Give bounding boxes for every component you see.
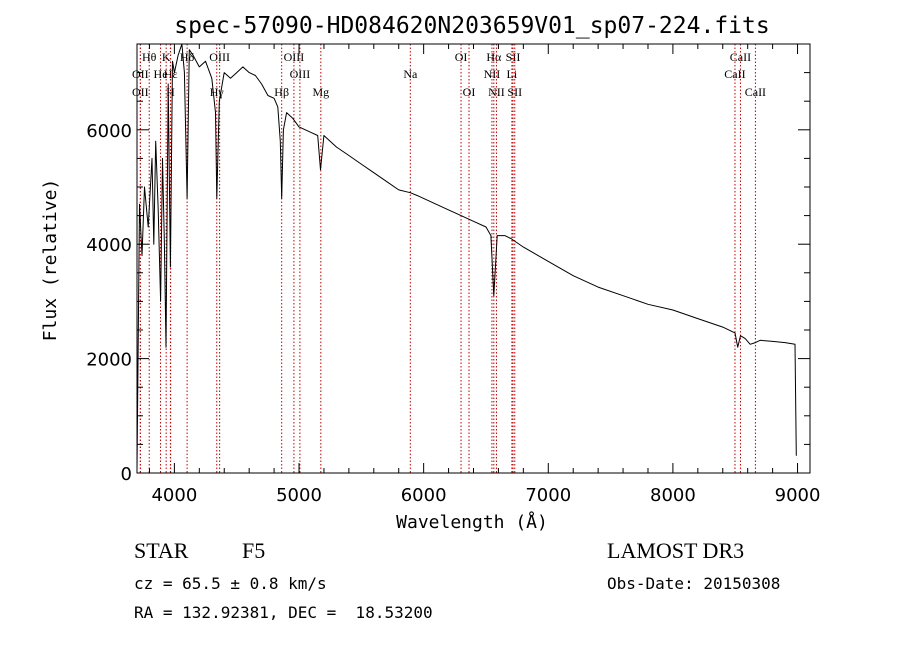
line-marker-label: OI xyxy=(463,85,476,99)
line-marker-label: He xyxy=(154,67,168,81)
line-marker-label: Hα xyxy=(486,50,502,64)
survey-name: LAMOST DR3 xyxy=(607,538,745,563)
x-tick-label: 4000 xyxy=(151,485,197,506)
line-marker-label: SII xyxy=(506,50,521,64)
y-axis-label: Flux (relative) xyxy=(40,179,61,342)
y-tick-label: 0 xyxy=(121,464,132,485)
line-marker-label: NII xyxy=(484,67,501,81)
plot-frame xyxy=(136,43,811,474)
line-marker-label: Na xyxy=(403,67,418,81)
line-marker-label: Hθ xyxy=(142,50,157,64)
y-tick-label: 6000 xyxy=(86,121,132,142)
y-tick-label: 2000 xyxy=(86,350,132,371)
line-marker-label: CaII xyxy=(730,50,751,64)
redshift-cz: cz = 65.5 ± 0.8 km/s xyxy=(134,574,327,593)
x-tick-label: 6000 xyxy=(401,485,447,506)
line-marker-label: OIII xyxy=(290,67,311,81)
line-marker-label: K xyxy=(162,50,171,64)
spectrum-series xyxy=(136,43,797,471)
x-tick-label: 8000 xyxy=(650,485,696,506)
x-axis-label: Wavelength (Å) xyxy=(396,511,548,533)
chart-title: spec-57090-HD084620N203659V01_sp07-224.f… xyxy=(174,13,769,39)
y-tick-label: 4000 xyxy=(86,235,132,256)
coordinates: RA = 132.92381, DEC = 18.53200 xyxy=(134,603,433,622)
line-marker-label: OII xyxy=(132,67,149,81)
line-marker-label: Li xyxy=(507,67,518,81)
line-marker-label: NII xyxy=(488,85,505,99)
spectrum-line xyxy=(136,43,797,471)
observation-date: Obs-Date: 20150308 xyxy=(607,574,781,593)
x-tick-label: 7000 xyxy=(525,485,571,506)
x-tick-label: 5000 xyxy=(276,485,322,506)
line-marker-label: Mg xyxy=(312,85,329,99)
axis-ticks: 4000 5000 6000 7000 8000 9000 0 2000 4000 6000 xyxy=(86,44,820,506)
line-marker-label: H xyxy=(166,85,175,99)
line-marker-label: CaII xyxy=(745,85,766,99)
line-marker-label: OIII xyxy=(209,50,230,64)
line-marker-label: Hγ xyxy=(210,85,225,99)
object-class: STAR xyxy=(134,538,189,563)
line-marker-label: OII xyxy=(132,85,149,99)
line-marker-label: OIII xyxy=(284,50,305,64)
spectral-subclass: F5 xyxy=(242,538,266,563)
line-marker-label: SII xyxy=(507,85,522,99)
x-tick-label: 9000 xyxy=(775,485,821,506)
line-marker-label: Hβ xyxy=(274,85,289,99)
line-marker-label: CaII xyxy=(724,67,745,81)
line-marker-label: OI xyxy=(455,50,468,64)
